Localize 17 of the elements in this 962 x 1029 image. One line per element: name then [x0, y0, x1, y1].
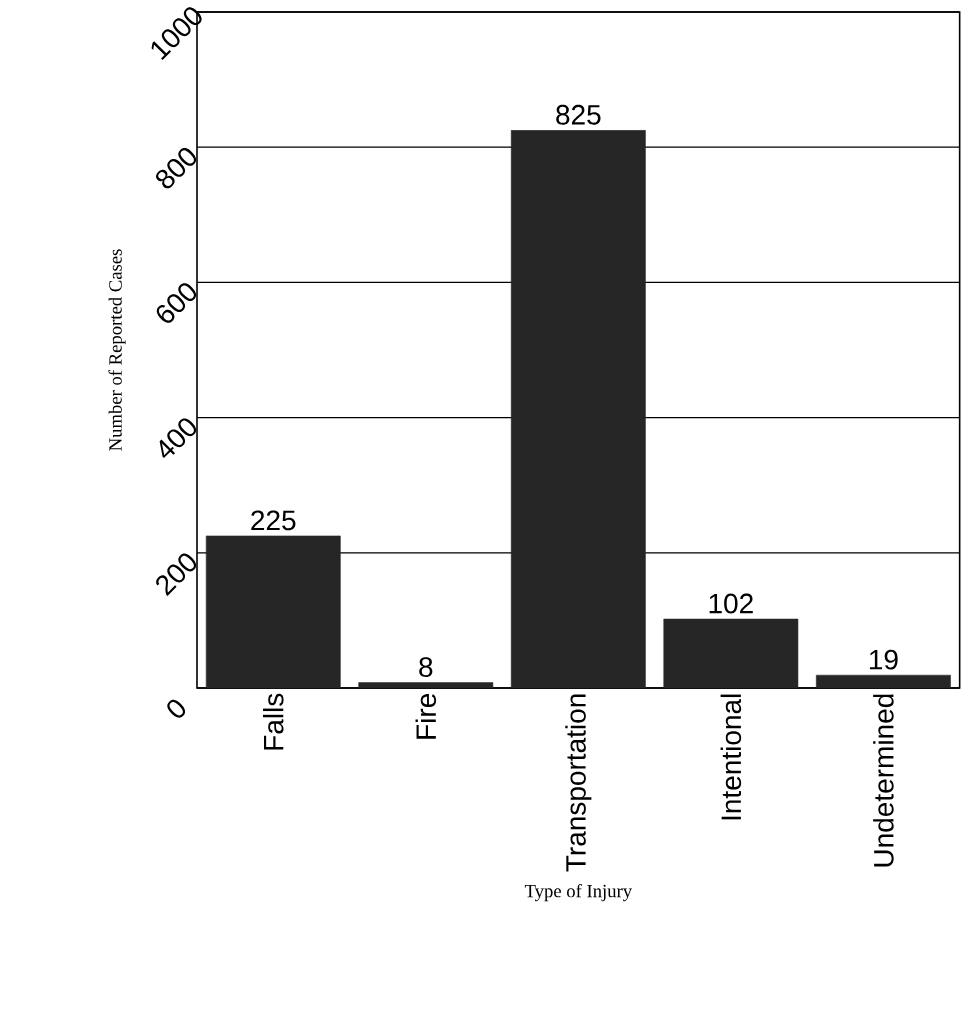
- y-tick-label: 400: [159, 418, 197, 459]
- data-label: 825: [556, 104, 601, 125]
- x-tick-label: Undetermined: [873, 694, 894, 867]
- x-tick-label: Intentional: [720, 694, 742, 820]
- y-tick-label: 0: [167, 699, 186, 718]
- y-tick-label: 600: [156, 283, 197, 323]
- x-axis-title: Type of Injury: [524, 884, 633, 902]
- y-axis-title: Number of Reported Cases: [108, 249, 126, 451]
- y-tick-label: 200: [156, 553, 197, 596]
- data-label: 102: [709, 593, 753, 614]
- data-label: 225: [251, 510, 296, 531]
- y-tick-label: 800: [156, 147, 197, 189]
- x-tick-label: Transportation: [565, 694, 592, 872]
- data-label: 19: [869, 649, 898, 670]
- data-label: 8: [419, 657, 433, 677]
- x-tick-label: Falls: [262, 693, 284, 750]
- x-tick-label: Fire: [415, 693, 437, 739]
